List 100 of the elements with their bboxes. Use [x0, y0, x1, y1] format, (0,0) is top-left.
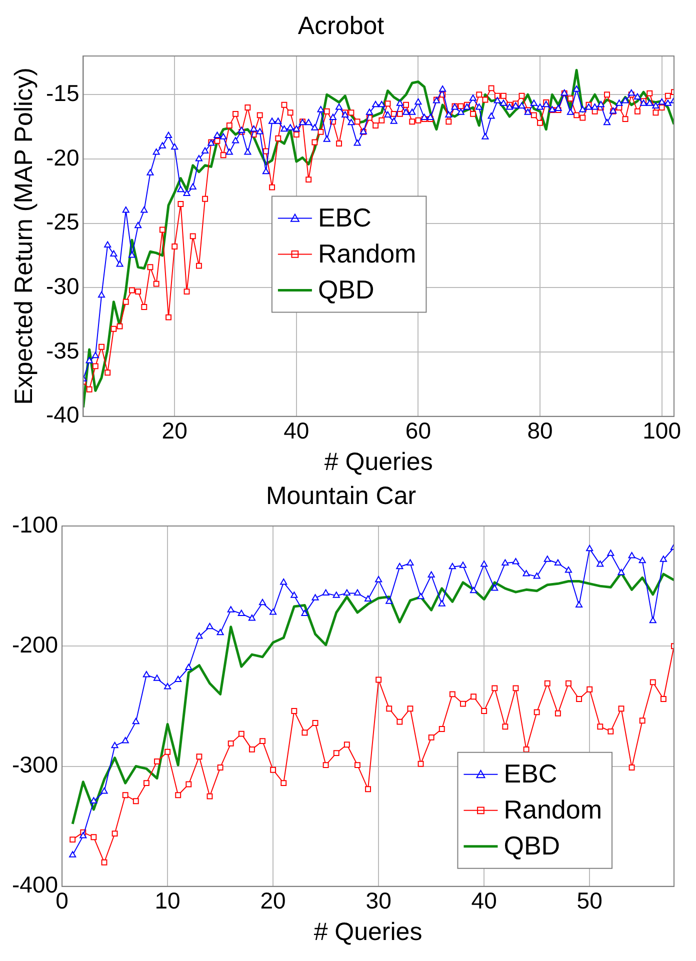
- x-axis-title: # Queries: [314, 918, 422, 946]
- point: [217, 764, 224, 770]
- point: [132, 718, 140, 724]
- point: [216, 628, 224, 636]
- point: [438, 600, 446, 606]
- point: [596, 560, 604, 567]
- point: [322, 589, 330, 596]
- point: [448, 562, 456, 570]
- point: [248, 614, 256, 621]
- x-tick-label: 20: [260, 888, 286, 914]
- x-tick-label: 80: [527, 418, 553, 444]
- point: [270, 766, 276, 773]
- y-tick-label: -20: [46, 144, 80, 170]
- point: [186, 781, 192, 788]
- x-tick-label: 100: [642, 418, 682, 444]
- point: [185, 664, 192, 670]
- point: [322, 762, 329, 768]
- point: [586, 686, 593, 692]
- point: [90, 834, 97, 840]
- point: [417, 592, 424, 600]
- point: [481, 708, 488, 714]
- point: [480, 560, 488, 567]
- point: [344, 742, 350, 748]
- point: [258, 598, 266, 606]
- point: [90, 797, 98, 804]
- point: [354, 762, 360, 768]
- chart-title: Acrobot: [298, 12, 384, 40]
- point: [101, 859, 108, 866]
- point: [375, 576, 382, 582]
- point: [522, 570, 530, 576]
- point: [164, 748, 171, 755]
- point: [238, 610, 245, 616]
- point: [290, 592, 298, 598]
- point: [438, 726, 445, 732]
- x-tick-label: 50: [576, 888, 602, 914]
- point: [396, 562, 404, 570]
- point: [618, 706, 624, 712]
- point: [544, 556, 551, 562]
- point: [332, 592, 340, 598]
- point: [638, 556, 646, 564]
- point: [491, 584, 498, 591]
- point: [248, 746, 255, 752]
- point: [386, 598, 393, 604]
- point: [70, 836, 76, 843]
- legend-label: QBD: [504, 830, 560, 861]
- point: [628, 552, 636, 558]
- point: [554, 710, 561, 716]
- point: [449, 691, 456, 698]
- x-axis-title: # Queries: [324, 448, 433, 476]
- point: [533, 572, 540, 579]
- point: [122, 737, 129, 744]
- point: [554, 559, 562, 566]
- point: [196, 632, 203, 639]
- point: [492, 685, 498, 692]
- point: [174, 676, 182, 682]
- point: [470, 586, 478, 594]
- point: [228, 740, 234, 746]
- point: [418, 760, 424, 767]
- point: [534, 709, 540, 716]
- y-tick-label: -100: [12, 511, 58, 538]
- y-axis-title: Expected Return (MAP Policy): [10, 68, 38, 405]
- point: [69, 851, 76, 858]
- point: [333, 750, 340, 756]
- point: [80, 832, 87, 838]
- point: [597, 724, 604, 730]
- point: [112, 830, 118, 837]
- x-tick-label: 40: [471, 888, 497, 914]
- point: [406, 559, 414, 566]
- x-tick-label: 40: [284, 418, 310, 444]
- point: [576, 696, 582, 702]
- point: [238, 730, 244, 737]
- point: [660, 696, 666, 702]
- point: [227, 606, 234, 612]
- point: [164, 682, 172, 690]
- x-tick-label: 60: [405, 418, 432, 444]
- point: [639, 718, 646, 724]
- point: [343, 589, 350, 596]
- point: [460, 700, 466, 707]
- point: [175, 792, 182, 798]
- point: [206, 622, 214, 630]
- point: [364, 595, 372, 602]
- point: [649, 616, 656, 624]
- point: [154, 758, 160, 764]
- point: [312, 720, 318, 726]
- point: [122, 792, 128, 798]
- point: [396, 718, 403, 725]
- point: [512, 685, 519, 692]
- point: [111, 742, 118, 748]
- point: [270, 608, 277, 615]
- legend-label: EBC: [318, 202, 372, 232]
- y-tick-label: -300: [12, 752, 58, 778]
- point: [544, 680, 550, 686]
- point: [576, 601, 583, 608]
- legend-label: Random: [318, 238, 416, 268]
- point: [512, 558, 520, 564]
- point: [302, 730, 308, 736]
- x-tick-label: 20: [162, 418, 188, 444]
- point: [153, 674, 161, 681]
- point: [196, 754, 202, 760]
- legend-label: EBC: [504, 758, 558, 789]
